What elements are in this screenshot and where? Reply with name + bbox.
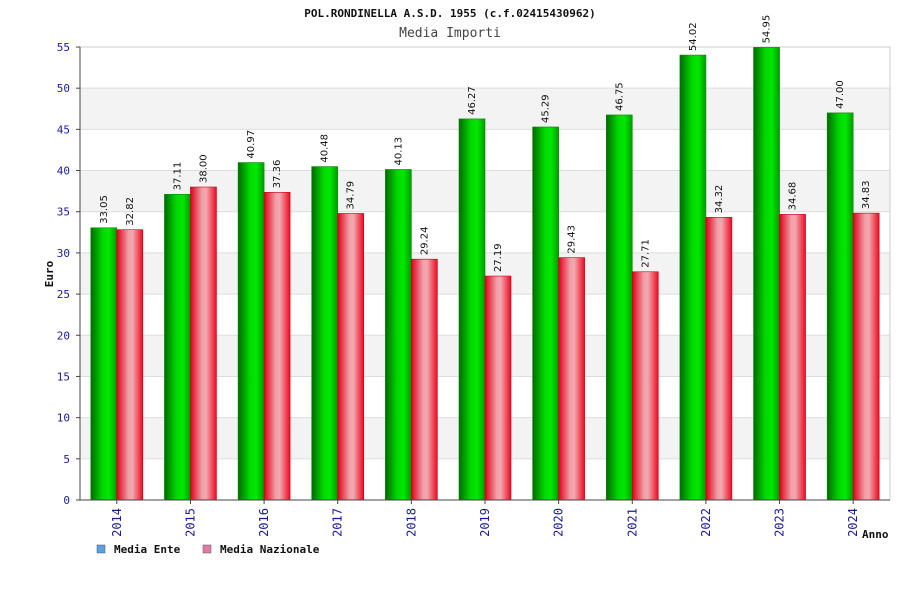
bars: 33.05 32.82 37.11 38.00 40.97 37.36 40.48 34.79… bbox=[90, 15, 880, 501]
legend-label-media-ente: Media Ente bbox=[114, 543, 181, 556]
y-tick-label: 45 bbox=[57, 123, 70, 136]
y-axis-title: Euro bbox=[43, 260, 56, 287]
data-label: 38.00 bbox=[198, 154, 209, 183]
bar-media-ente bbox=[237, 162, 265, 501]
y-tick-label: 50 bbox=[57, 82, 70, 95]
x-tick-label: 2023 bbox=[773, 508, 787, 537]
bar-media-nazionale bbox=[558, 257, 585, 501]
x-tick-label: 2015 bbox=[183, 508, 197, 537]
legend-swatch-media-ente bbox=[96, 544, 106, 554]
data-label: 46.27 bbox=[467, 86, 478, 115]
data-label: 32.82 bbox=[125, 197, 136, 226]
x-tick-label: 2024 bbox=[846, 508, 860, 537]
bar-media-nazionale bbox=[779, 214, 806, 501]
legend-label-media-nazionale: Media Nazionale bbox=[220, 543, 320, 556]
x-tick-label: 2022 bbox=[699, 508, 713, 537]
bar-media-ente bbox=[311, 166, 339, 501]
bar-media-ente bbox=[605, 114, 633, 501]
x-tick-label: 2021 bbox=[625, 508, 639, 537]
bar-media-nazionale bbox=[116, 229, 144, 501]
bar-media-ente bbox=[532, 126, 559, 501]
bar-media-ente bbox=[90, 227, 118, 501]
data-label: 54.02 bbox=[688, 22, 699, 51]
x-tick-label: 2016 bbox=[257, 508, 271, 537]
chart-subtitle: Media Importi bbox=[399, 26, 501, 41]
x-tick-label: 2018 bbox=[404, 508, 418, 537]
data-label: 37.11 bbox=[172, 162, 183, 191]
data-label: 37.36 bbox=[272, 160, 283, 189]
chart-title: POL.RONDINELLA A.S.D. 1955 (c.f.02415430… bbox=[304, 7, 595, 20]
x-tick-label: 2019 bbox=[478, 508, 492, 537]
bar-media-nazionale bbox=[631, 271, 659, 501]
bar-media-nazionale bbox=[411, 258, 438, 501]
y-tick-label: 35 bbox=[57, 206, 70, 219]
bar-media-nazionale bbox=[852, 212, 880, 501]
y-tick-label: 0 bbox=[63, 494, 70, 507]
bar-media-nazionale bbox=[337, 213, 365, 501]
bar-media-ente bbox=[458, 118, 486, 501]
data-label: 33.05 bbox=[99, 195, 110, 224]
bar-media-nazionale bbox=[705, 217, 733, 501]
y-tick-label: 5 bbox=[63, 453, 70, 466]
bar-media-nazionale bbox=[190, 186, 217, 501]
data-label: 27.71 bbox=[640, 239, 651, 268]
y-tick-label: 10 bbox=[57, 412, 70, 425]
bar-media-ente bbox=[826, 112, 854, 501]
bar-media-ente bbox=[679, 54, 707, 501]
bar-media-ente bbox=[753, 47, 780, 501]
y-tick-label: 55 bbox=[57, 41, 70, 54]
x-axis-title: Anno bbox=[862, 528, 889, 541]
data-label: 34.68 bbox=[788, 182, 799, 211]
legend: Media Ente Media Nazionale bbox=[96, 543, 320, 556]
legend-swatch-media-nazionale bbox=[202, 544, 212, 554]
data-label: 54.95 bbox=[762, 15, 773, 44]
data-label: 40.13 bbox=[393, 137, 404, 166]
bar-media-nazionale bbox=[484, 275, 512, 501]
y-axis: 0 5 10 15 20 25 30 35 40 45 50 55 bbox=[57, 41, 81, 507]
data-label: 47.00 bbox=[835, 80, 846, 109]
data-label: 45.29 bbox=[541, 94, 552, 123]
y-tick-label: 40 bbox=[57, 165, 70, 178]
data-label: 29.43 bbox=[567, 225, 578, 254]
x-axis: 2014 2015 2016 2017 2018 2019 2020 2021 2022 2023… bbox=[80, 499, 890, 537]
bar-media-ente bbox=[164, 194, 191, 501]
y-tick-label: 25 bbox=[57, 288, 70, 301]
bar-media-ente bbox=[385, 169, 412, 501]
data-label: 34.79 bbox=[346, 181, 357, 210]
data-label: 40.97 bbox=[246, 130, 257, 159]
x-tick-label: 2020 bbox=[552, 508, 566, 537]
data-label: 27.19 bbox=[493, 243, 504, 272]
y-tick-label: 15 bbox=[57, 370, 70, 383]
y-tick-label: 20 bbox=[57, 329, 70, 342]
data-label: 40.48 bbox=[320, 134, 331, 163]
x-tick-label: 2017 bbox=[331, 508, 345, 537]
data-label: 29.24 bbox=[419, 227, 430, 256]
y-tick-label: 30 bbox=[57, 247, 70, 260]
data-label: 46.75 bbox=[614, 82, 625, 111]
data-label: 34.32 bbox=[714, 185, 725, 214]
x-tick-label: 2014 bbox=[110, 508, 124, 537]
data-label: 34.83 bbox=[861, 180, 872, 209]
bar-media-nazionale bbox=[263, 191, 291, 501]
